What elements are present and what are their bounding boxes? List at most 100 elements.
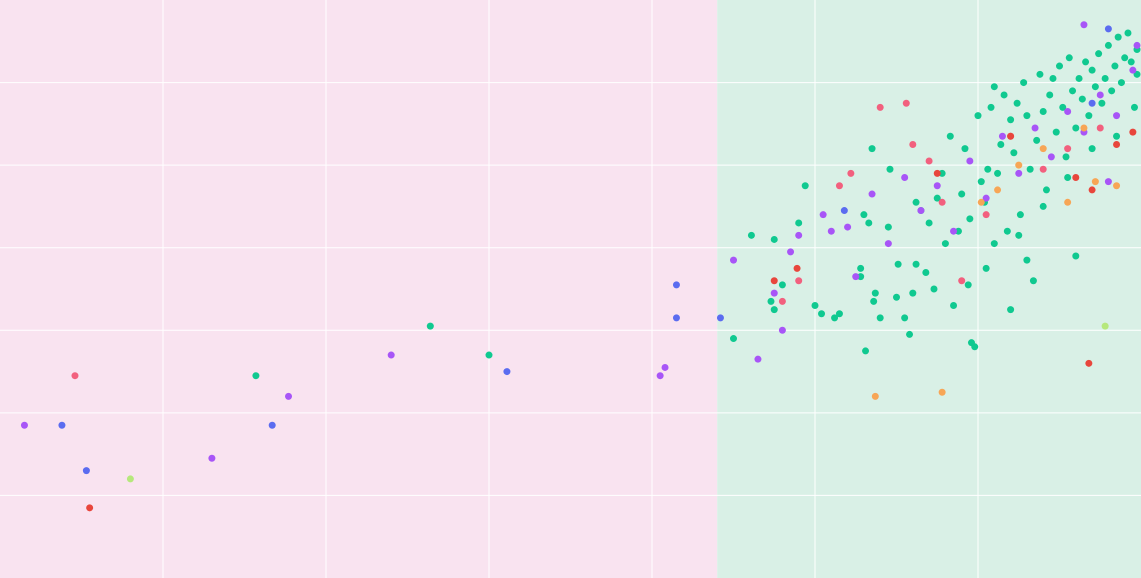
data-point — [1047, 153, 1055, 161]
data-point — [1020, 79, 1028, 87]
data-point — [950, 227, 958, 235]
data-point — [1029, 277, 1037, 285]
data-point — [285, 392, 293, 400]
data-point — [485, 351, 493, 359]
data-point — [964, 281, 972, 289]
data-point — [1085, 359, 1093, 367]
data-point — [1101, 74, 1109, 82]
data-point — [1069, 87, 1077, 95]
data-point — [503, 368, 511, 376]
data-point — [906, 330, 914, 338]
data-point — [868, 190, 876, 198]
data-point — [126, 475, 134, 483]
data-point — [835, 182, 843, 190]
data-point — [835, 310, 843, 318]
data-point — [1082, 58, 1090, 66]
data-point — [938, 198, 946, 206]
data-points — [20, 21, 1141, 512]
data-point — [982, 211, 990, 219]
data-point — [672, 281, 680, 289]
data-point — [770, 306, 778, 314]
data-point — [801, 182, 809, 190]
data-point — [860, 211, 868, 219]
data-point — [871, 289, 879, 297]
data-point — [1129, 128, 1137, 136]
data-point — [1007, 132, 1015, 140]
data-point — [208, 454, 216, 462]
data-point — [1033, 136, 1041, 144]
data-point — [795, 277, 803, 285]
data-point — [1111, 62, 1119, 70]
data-point — [1064, 107, 1072, 115]
data-point — [1130, 103, 1138, 111]
data-point — [1091, 83, 1099, 91]
data-point — [958, 277, 966, 285]
data-point — [831, 314, 839, 322]
data-point — [1129, 66, 1137, 74]
data-point — [1072, 124, 1080, 132]
data-point — [1065, 54, 1073, 62]
data-point — [901, 174, 909, 182]
data-point — [1088, 66, 1096, 74]
data-point — [754, 355, 762, 363]
data-point — [984, 165, 992, 173]
data-point — [1088, 99, 1096, 107]
data-point — [672, 314, 680, 322]
data-point — [990, 83, 998, 91]
data-point — [871, 392, 879, 400]
data-point — [1026, 165, 1034, 173]
data-point — [982, 194, 990, 202]
data-point — [58, 421, 66, 429]
data-point — [1095, 50, 1103, 58]
data-point — [977, 178, 985, 186]
data-point — [1121, 54, 1129, 62]
data-point — [870, 297, 878, 305]
data-point — [1039, 107, 1047, 115]
data-point — [990, 240, 998, 248]
data-point — [1015, 231, 1023, 239]
data-point — [994, 186, 1002, 194]
data-point — [1072, 252, 1080, 260]
data-point — [716, 314, 724, 322]
data-point — [876, 314, 884, 322]
data-point — [933, 194, 941, 202]
data-point — [656, 372, 664, 380]
data-point — [1088, 186, 1096, 194]
data-point — [787, 248, 795, 256]
data-point — [946, 132, 954, 140]
data-point — [886, 165, 894, 173]
data-point — [925, 219, 933, 227]
data-point — [1013, 99, 1021, 107]
data-point — [793, 264, 801, 272]
data-point — [252, 372, 260, 380]
data-point — [917, 207, 925, 215]
data-point — [1039, 165, 1047, 173]
data-point — [954, 227, 962, 235]
data-point — [941, 240, 949, 248]
data-point — [966, 215, 974, 223]
data-point — [1042, 186, 1050, 194]
data-point — [778, 326, 786, 334]
data-point — [966, 157, 974, 165]
data-point — [1075, 74, 1083, 82]
data-point — [1108, 87, 1116, 95]
data-point — [1113, 132, 1121, 140]
data-point — [1016, 211, 1024, 219]
data-point — [1114, 33, 1122, 41]
data-point — [1101, 322, 1109, 330]
data-point — [268, 421, 276, 429]
data-point — [1064, 145, 1072, 153]
data-point — [71, 372, 79, 380]
data-point — [1023, 112, 1031, 120]
data-point — [1039, 145, 1047, 153]
data-point — [868, 145, 876, 153]
data-point — [747, 231, 755, 239]
background-region-1 — [0, 0, 718, 578]
data-point — [884, 240, 892, 248]
data-point — [1007, 306, 1015, 314]
data-point — [902, 99, 910, 107]
data-point — [982, 264, 990, 272]
data-point — [925, 157, 933, 165]
data-point — [1049, 74, 1057, 82]
